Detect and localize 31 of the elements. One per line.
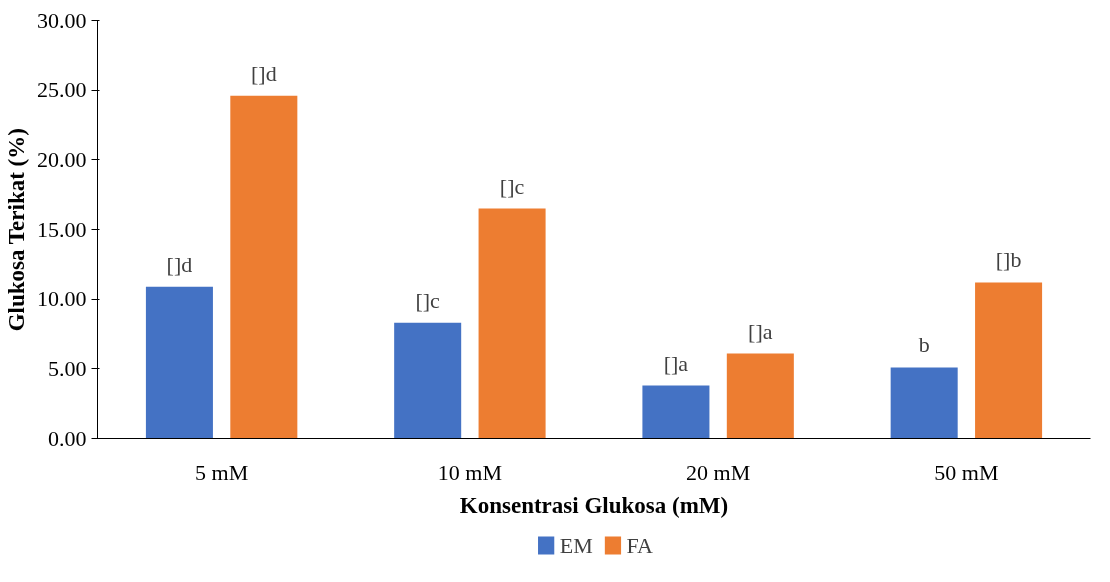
bar — [726, 353, 794, 439]
x-tick-label: 50 mM — [934, 459, 999, 485]
data-label: []d — [166, 251, 193, 277]
data-label: []d — [251, 60, 277, 86]
bar — [975, 282, 1043, 439]
bar — [478, 208, 546, 439]
x-tick-label: 20 mM — [686, 459, 751, 485]
data-label: []a — [663, 350, 689, 376]
y-tick-label: 25.00 — [37, 77, 87, 103]
y-tick-label: 20.00 — [37, 146, 87, 172]
data-label: []b — [995, 247, 1022, 273]
x-tick-label: 10 mM — [437, 459, 502, 485]
y-tick-label: 15.00 — [37, 216, 87, 242]
legend-label: FA — [626, 533, 654, 558]
bar — [642, 385, 710, 439]
data-label: []c — [415, 287, 441, 313]
y-tick-label: 30.00 — [37, 7, 87, 33]
y-tick-label: 5.00 — [48, 355, 87, 381]
x-axis-title: Konsentrasi Glukosa (mM) — [459, 492, 729, 518]
y-tick-label: 10.00 — [37, 286, 87, 312]
bar — [145, 286, 213, 439]
y-axis-title: Glukosa Terikat (%) — [4, 128, 29, 332]
bar — [890, 367, 958, 439]
data-label: []a — [748, 318, 773, 344]
data-label: []c — [499, 173, 525, 199]
bar — [230, 95, 298, 439]
y-tick-label: 0.00 — [48, 425, 87, 451]
data-label: b — [918, 332, 930, 358]
legend-label: EM — [559, 533, 593, 558]
bar — [394, 322, 462, 439]
x-tick-label: 5 mM — [195, 459, 249, 485]
